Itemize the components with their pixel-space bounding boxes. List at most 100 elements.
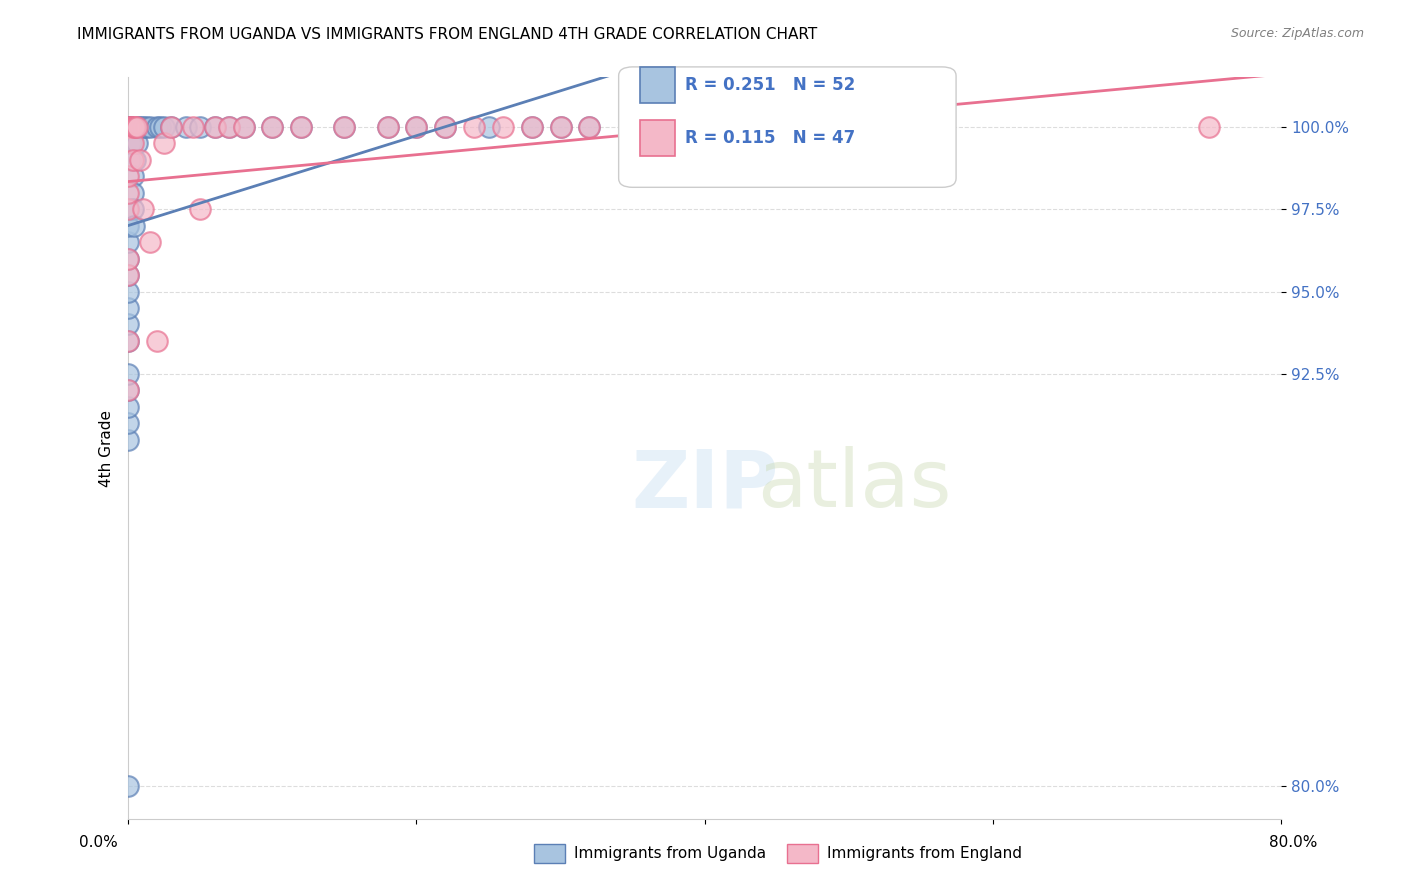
- Point: [621, 120, 644, 134]
- Point: [128, 120, 150, 134]
- Point: [262, 120, 284, 134]
- Point: [117, 334, 139, 348]
- Point: [117, 252, 139, 266]
- Point: [117, 219, 139, 233]
- Point: [550, 120, 572, 134]
- Point: [117, 334, 139, 348]
- Point: [122, 219, 145, 233]
- Text: 80.0%: 80.0%: [1270, 836, 1317, 850]
- Point: [290, 120, 312, 134]
- Point: [117, 779, 139, 793]
- Point: [149, 120, 172, 134]
- Text: atlas: atlas: [758, 446, 952, 524]
- Point: [117, 186, 139, 200]
- Point: [120, 153, 142, 167]
- Point: [121, 169, 143, 184]
- Point: [117, 235, 139, 249]
- Text: Immigrants from Uganda: Immigrants from Uganda: [574, 847, 766, 861]
- Point: [204, 120, 226, 134]
- Point: [333, 120, 356, 134]
- Text: ZIP: ZIP: [631, 446, 779, 524]
- Point: [218, 120, 240, 134]
- Point: [117, 400, 139, 414]
- Point: [122, 120, 145, 134]
- Point: [910, 120, 932, 134]
- Point: [578, 120, 600, 134]
- Point: [117, 268, 139, 282]
- Point: [477, 120, 499, 134]
- Point: [188, 120, 211, 134]
- Point: [160, 120, 183, 134]
- Point: [131, 202, 153, 217]
- Point: [125, 120, 148, 134]
- Point: [131, 120, 153, 134]
- Point: [124, 153, 146, 167]
- Point: [117, 367, 139, 381]
- Point: [117, 384, 139, 398]
- Point: [463, 120, 485, 134]
- Point: [232, 120, 254, 134]
- Point: [139, 120, 162, 134]
- Point: [139, 235, 162, 249]
- Point: [377, 120, 399, 134]
- Point: [621, 120, 644, 134]
- Point: [181, 120, 204, 134]
- Point: [434, 120, 457, 134]
- Text: Immigrants from England: Immigrants from England: [827, 847, 1022, 861]
- Point: [578, 120, 600, 134]
- Text: 0.0%: 0.0%: [79, 836, 118, 850]
- Point: [290, 120, 312, 134]
- Point: [262, 120, 284, 134]
- Point: [665, 120, 688, 134]
- Point: [124, 120, 146, 134]
- Point: [117, 285, 139, 299]
- Point: [188, 202, 211, 217]
- Point: [120, 120, 142, 134]
- Point: [737, 120, 759, 134]
- Text: Source: ZipAtlas.com: Source: ZipAtlas.com: [1230, 27, 1364, 40]
- Point: [120, 136, 142, 151]
- Point: [120, 120, 142, 134]
- Text: R = 0.251   N = 52: R = 0.251 N = 52: [685, 76, 855, 94]
- Point: [122, 153, 145, 167]
- Y-axis label: 4th Grade: 4th Grade: [100, 409, 114, 486]
- Point: [121, 186, 143, 200]
- Point: [122, 202, 145, 217]
- Point: [117, 417, 139, 431]
- Point: [333, 120, 356, 134]
- Point: [405, 120, 427, 134]
- Point: [117, 268, 139, 282]
- Text: IMMIGRANTS FROM UGANDA VS IMMIGRANTS FROM ENGLAND 4TH GRADE CORRELATION CHART: IMMIGRANTS FROM UGANDA VS IMMIGRANTS FRO…: [77, 27, 817, 42]
- Point: [765, 120, 787, 134]
- Point: [117, 202, 139, 217]
- Point: [153, 136, 176, 151]
- Point: [1198, 120, 1220, 134]
- Point: [120, 120, 142, 134]
- Point: [117, 169, 139, 184]
- Point: [121, 136, 143, 151]
- Point: [117, 202, 139, 217]
- Point: [146, 334, 169, 348]
- Point: [117, 301, 139, 315]
- Point: [120, 120, 142, 134]
- Point: [128, 153, 150, 167]
- Point: [127, 120, 149, 134]
- Point: [377, 120, 399, 134]
- Point: [232, 120, 254, 134]
- Point: [117, 384, 139, 398]
- Point: [520, 120, 543, 134]
- Point: [866, 120, 889, 134]
- Point: [117, 318, 139, 332]
- Point: [218, 120, 240, 134]
- Point: [120, 120, 142, 134]
- Point: [434, 120, 457, 134]
- Point: [160, 120, 183, 134]
- Point: [808, 120, 831, 134]
- Text: R = 0.115   N = 47: R = 0.115 N = 47: [685, 129, 855, 147]
- Point: [146, 120, 169, 134]
- Point: [693, 120, 716, 134]
- Point: [405, 120, 427, 134]
- Point: [135, 120, 157, 134]
- Point: [174, 120, 197, 134]
- Point: [120, 136, 142, 151]
